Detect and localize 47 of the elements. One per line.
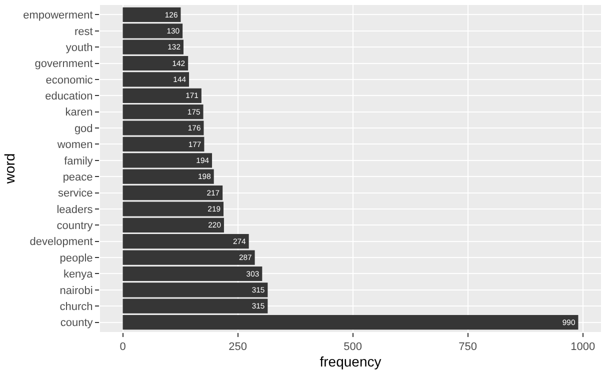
data-label: 274 xyxy=(232,236,247,246)
y-tick-label: god xyxy=(74,122,93,135)
y-tick-label: empowerment xyxy=(23,10,93,22)
y-tick-label: government xyxy=(34,58,93,70)
y-tick-label: nairobi xyxy=(60,284,93,297)
data-label: 177 xyxy=(188,140,202,149)
y-tick-label: leaders xyxy=(56,204,94,216)
data-label: 194 xyxy=(196,156,210,165)
x-tick-label: 250 xyxy=(228,341,247,354)
data-label: 144 xyxy=(173,75,187,84)
y-tick-label: peace xyxy=(62,171,93,184)
y-tick-label: women xyxy=(56,139,93,152)
data-label: 132 xyxy=(168,42,180,52)
y-tick-label: people xyxy=(60,252,93,264)
y-tick-label: kenya xyxy=(63,268,94,281)
data-label: 175 xyxy=(187,107,200,116)
data-label: 126 xyxy=(164,10,178,20)
data-label: 990 xyxy=(562,318,576,327)
data-label: 219 xyxy=(208,204,221,214)
x-tick-label: 1000 xyxy=(570,341,596,354)
data-label: 217 xyxy=(206,188,220,198)
data-label: 176 xyxy=(188,124,201,133)
x-axis-title: frequency xyxy=(320,354,382,370)
y-axis-title: word xyxy=(2,153,18,185)
y-tick-label: karen xyxy=(65,106,93,119)
y-tick-label: education xyxy=(45,90,93,102)
x-tick-label: 500 xyxy=(344,341,362,354)
y-tick-label: rest xyxy=(74,26,93,38)
data-label: 130 xyxy=(166,26,180,36)
data-label: 315 xyxy=(252,302,265,311)
data-label: 142 xyxy=(172,58,186,68)
y-tick-label: economic xyxy=(46,74,94,86)
data-label: 315 xyxy=(252,285,265,294)
y-tick-label: development xyxy=(30,236,93,248)
y-tick-label: county xyxy=(60,317,94,330)
x-tick-label: 750 xyxy=(458,341,477,354)
data-label: 220 xyxy=(208,220,221,230)
y-tick-label: youth xyxy=(66,42,93,54)
y-tick-label: country xyxy=(56,220,94,232)
y-tick-label: service xyxy=(58,188,93,200)
data-label: 287 xyxy=(238,253,252,262)
data-label: 171 xyxy=(186,91,198,100)
data-label: 198 xyxy=(198,172,211,182)
y-tick-label: church xyxy=(60,300,93,313)
data-label: 303 xyxy=(246,269,260,278)
x-tick-label: 0 xyxy=(120,341,126,354)
y-tick-label: family xyxy=(64,155,94,168)
